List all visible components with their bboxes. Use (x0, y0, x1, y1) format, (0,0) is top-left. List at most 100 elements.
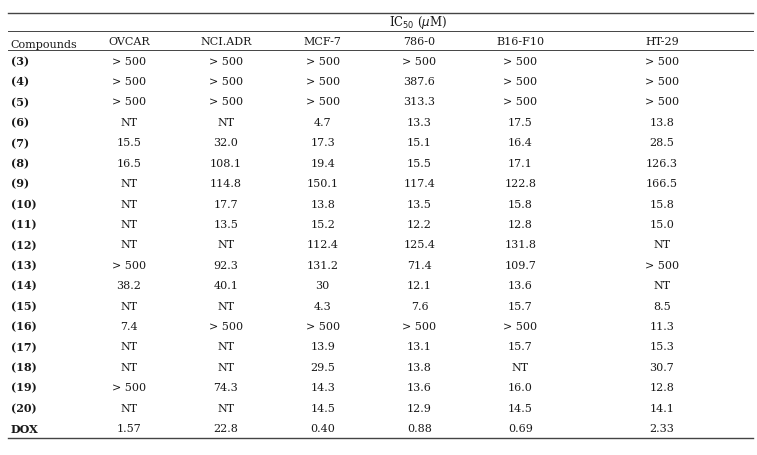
Text: IC$_{50}$ ($\mu$M): IC$_{50}$ ($\mu$M) (388, 15, 447, 31)
Text: > 500: > 500 (112, 56, 146, 66)
Text: 15.7: 15.7 (508, 342, 533, 352)
Text: DOX: DOX (11, 423, 39, 434)
Text: 15.0: 15.0 (650, 219, 674, 229)
Text: (4): (4) (11, 76, 29, 87)
Text: (8): (8) (11, 158, 29, 169)
Text: 13.5: 13.5 (407, 199, 432, 209)
Text: > 500: > 500 (112, 77, 146, 87)
Text: (13): (13) (11, 260, 36, 271)
Text: 13.8: 13.8 (650, 118, 674, 127)
Text: 4.3: 4.3 (313, 301, 332, 311)
Text: 0.40: 0.40 (310, 423, 335, 433)
Text: 13.3: 13.3 (407, 118, 432, 127)
Text: 150.1: 150.1 (307, 179, 338, 189)
Text: (15): (15) (11, 300, 36, 311)
Text: 131.8: 131.8 (504, 240, 536, 250)
Text: 92.3: 92.3 (213, 260, 238, 270)
Text: MCF-7: MCF-7 (304, 37, 341, 47)
Text: > 500: > 500 (112, 260, 146, 270)
Text: > 500: > 500 (306, 321, 340, 331)
Text: 71.4: 71.4 (407, 260, 432, 270)
Text: (14): (14) (11, 280, 36, 291)
Text: 15.5: 15.5 (117, 138, 141, 148)
Text: NT: NT (120, 362, 137, 372)
Text: 108.1: 108.1 (210, 158, 241, 168)
Text: > 500: > 500 (306, 56, 340, 66)
Text: 15.1: 15.1 (407, 138, 432, 148)
Text: 109.7: 109.7 (504, 260, 536, 270)
Text: 28.5: 28.5 (650, 138, 674, 148)
Text: (12): (12) (11, 239, 36, 250)
Text: > 500: > 500 (306, 77, 340, 87)
Text: > 500: > 500 (645, 56, 679, 66)
Text: HT-29: HT-29 (645, 37, 679, 47)
Text: > 500: > 500 (645, 260, 679, 270)
Text: (18): (18) (11, 362, 36, 373)
Text: 14.5: 14.5 (310, 403, 335, 413)
Text: 13.6: 13.6 (407, 382, 432, 392)
Text: 7.4: 7.4 (120, 321, 138, 331)
Text: 12.8: 12.8 (508, 219, 533, 229)
Text: (5): (5) (11, 97, 29, 108)
Text: 13.6: 13.6 (508, 281, 533, 291)
Text: 15.2: 15.2 (310, 219, 335, 229)
Text: 13.5: 13.5 (213, 219, 238, 229)
Text: OVCAR: OVCAR (108, 37, 150, 47)
Text: > 500: > 500 (503, 56, 537, 66)
Text: 117.4: 117.4 (403, 179, 435, 189)
Text: > 500: > 500 (209, 56, 243, 66)
Text: 30: 30 (316, 281, 330, 291)
Text: Compounds: Compounds (11, 40, 77, 51)
Text: (9): (9) (11, 178, 29, 189)
Text: NT: NT (217, 118, 234, 127)
Text: (3): (3) (11, 56, 29, 67)
Text: > 500: > 500 (112, 382, 146, 392)
Text: 15.8: 15.8 (650, 199, 674, 209)
Text: (11): (11) (11, 219, 36, 230)
Text: > 500: > 500 (503, 97, 537, 107)
Text: 387.6: 387.6 (403, 77, 435, 87)
Text: 17.3: 17.3 (310, 138, 335, 148)
Text: 12.2: 12.2 (407, 219, 432, 229)
Text: 17.5: 17.5 (508, 118, 533, 127)
Text: > 500: > 500 (209, 77, 243, 87)
Text: 122.8: 122.8 (504, 179, 536, 189)
Text: NT: NT (120, 342, 137, 352)
Text: 2.33: 2.33 (650, 423, 674, 433)
Text: 12.8: 12.8 (650, 382, 674, 392)
Text: NT: NT (512, 362, 528, 372)
Text: > 500: > 500 (645, 77, 679, 87)
Text: > 500: > 500 (503, 77, 537, 87)
Text: 22.8: 22.8 (213, 423, 238, 433)
Text: 15.8: 15.8 (508, 199, 533, 209)
Text: 17.1: 17.1 (508, 158, 533, 168)
Text: (19): (19) (11, 382, 36, 393)
Text: 15.7: 15.7 (508, 301, 533, 311)
Text: 13.8: 13.8 (310, 199, 335, 209)
Text: 13.8: 13.8 (407, 362, 432, 372)
Text: 8.5: 8.5 (653, 301, 671, 311)
Text: NT: NT (120, 301, 137, 311)
Text: 16.4: 16.4 (508, 138, 533, 148)
Text: 29.5: 29.5 (310, 362, 335, 372)
Text: NT: NT (653, 240, 671, 250)
Text: (7): (7) (11, 137, 29, 148)
Text: 38.2: 38.2 (117, 281, 141, 291)
Text: 14.3: 14.3 (310, 382, 335, 392)
Text: (17): (17) (11, 341, 36, 352)
Text: 11.3: 11.3 (650, 321, 674, 331)
Text: (20): (20) (11, 402, 36, 413)
Text: NT: NT (217, 362, 234, 372)
Text: 786-0: 786-0 (403, 37, 435, 47)
Text: 131.2: 131.2 (307, 260, 338, 270)
Text: NT: NT (217, 301, 234, 311)
Text: 12.1: 12.1 (407, 281, 432, 291)
Text: NT: NT (120, 179, 137, 189)
Text: > 500: > 500 (403, 321, 437, 331)
Text: > 500: > 500 (112, 97, 146, 107)
Text: 16.0: 16.0 (508, 382, 533, 392)
Text: NT: NT (217, 403, 234, 413)
Text: 0.69: 0.69 (508, 423, 533, 433)
Text: 1.57: 1.57 (117, 423, 141, 433)
Text: 15.3: 15.3 (650, 342, 674, 352)
